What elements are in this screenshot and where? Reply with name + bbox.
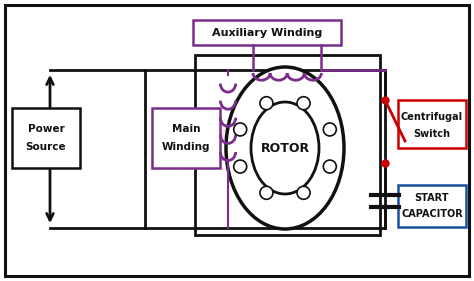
- Ellipse shape: [251, 102, 319, 194]
- Bar: [398, 100, 466, 148]
- Circle shape: [323, 160, 337, 173]
- Text: WIRA: WIRA: [162, 123, 238, 147]
- Circle shape: [260, 186, 273, 199]
- Bar: [152, 108, 220, 168]
- Circle shape: [323, 123, 337, 136]
- Text: ELECTRICAL: ELECTRICAL: [149, 157, 251, 173]
- Circle shape: [297, 97, 310, 110]
- Text: Power: Power: [27, 124, 64, 134]
- Bar: [195, 55, 380, 235]
- Text: Main: Main: [172, 124, 200, 134]
- Text: ROTOR: ROTOR: [260, 142, 310, 155]
- Circle shape: [234, 123, 246, 136]
- Text: START: START: [415, 192, 449, 203]
- Circle shape: [260, 97, 273, 110]
- Bar: [193, 20, 341, 45]
- Text: Switch: Switch: [413, 129, 450, 139]
- Ellipse shape: [226, 67, 344, 229]
- Circle shape: [297, 186, 310, 199]
- Text: Centrifugal: Centrifugal: [401, 112, 463, 122]
- Text: Winding: Winding: [162, 142, 210, 152]
- Text: Auxiliary Winding: Auxiliary Winding: [212, 28, 322, 37]
- Text: CAPACITOR: CAPACITOR: [401, 209, 463, 219]
- Circle shape: [234, 160, 246, 173]
- Text: Source: Source: [26, 142, 66, 152]
- Bar: [398, 185, 466, 227]
- Bar: [12, 108, 80, 168]
